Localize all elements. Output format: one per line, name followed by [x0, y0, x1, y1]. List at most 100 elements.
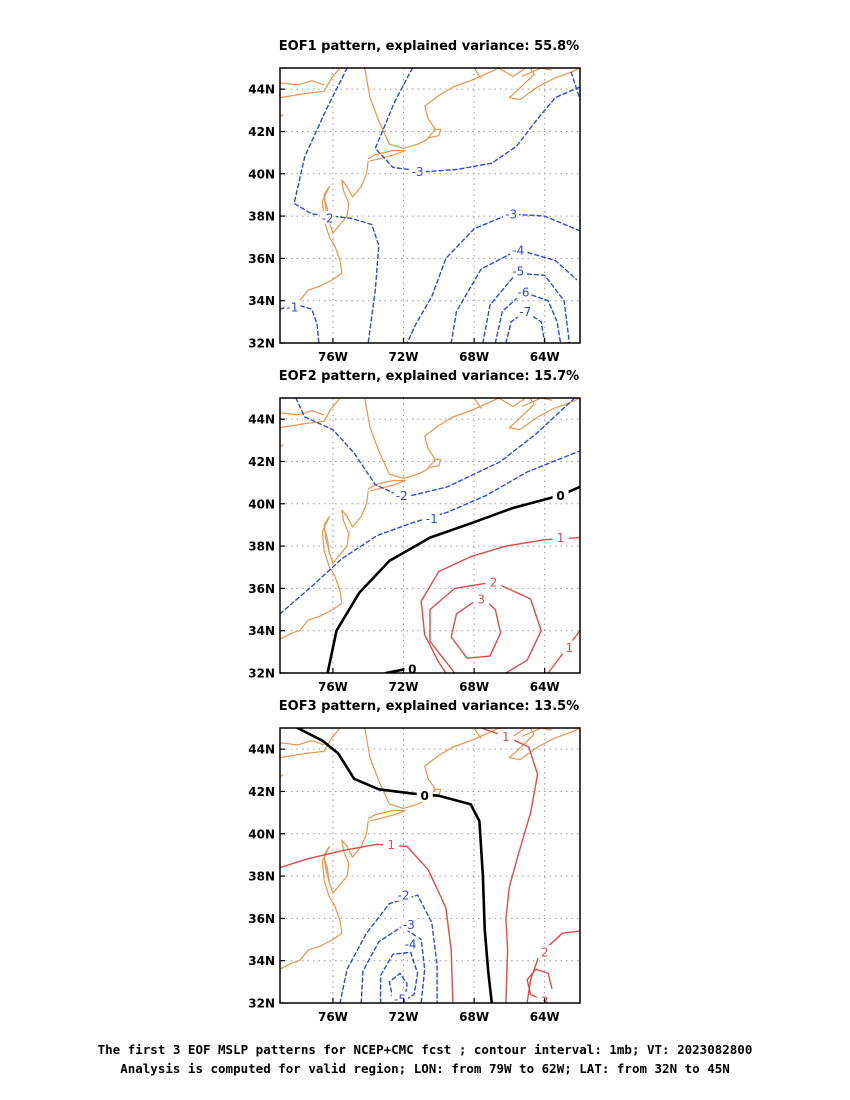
contour-line	[280, 450, 580, 615]
eof3-panel: EOF3 pattern, explained variance: 13.5% …	[248, 699, 581, 1024]
contour-label-bg	[392, 991, 408, 1003]
contour-label-bg	[536, 945, 553, 959]
y-tick-label: 40N	[248, 497, 275, 511]
map-frame	[279, 727, 581, 1004]
contour-line	[280, 843, 454, 1003]
contour-label-bg	[402, 936, 419, 950]
contour-line	[547, 630, 580, 673]
coastline	[280, 398, 341, 429]
contour-label-bg	[319, 211, 336, 225]
coastline	[428, 128, 442, 139]
contour-line	[379, 951, 419, 1003]
contour-label-bg	[497, 729, 514, 743]
contour-label-bg	[409, 164, 426, 178]
contour-label-bg	[393, 488, 410, 502]
coastline	[498, 68, 580, 101]
contour-line	[420, 536, 580, 673]
contour-label: 2	[541, 946, 549, 960]
y-tick-label: 38N	[248, 540, 275, 554]
y-tick-label: 42N	[248, 125, 275, 139]
contour-line	[406, 213, 580, 343]
contour-label: -7	[519, 305, 531, 319]
coastline	[280, 68, 341, 99]
y-tick-label: 34N	[248, 294, 275, 308]
y-tick-label: 38N	[248, 870, 275, 884]
x-tick-label: 72W	[389, 1010, 419, 1024]
coastline	[364, 68, 500, 149]
y-tick-label: 32N	[248, 337, 275, 351]
contour-label: -6	[518, 286, 530, 300]
contour-label-bg	[515, 285, 532, 299]
contour-line	[388, 972, 408, 1000]
x-tick-label: 72W	[389, 350, 419, 364]
x-tick-label: 68W	[459, 1010, 489, 1024]
coastline	[473, 398, 482, 409]
y-tick-label: 42N	[248, 785, 275, 799]
contour-label: 3	[477, 592, 485, 606]
contour-label-bg	[284, 300, 301, 314]
contour-label-bg	[552, 530, 569, 544]
contour-label: -2	[396, 489, 408, 503]
contour-label: 1	[566, 641, 574, 655]
contour-label: 1	[387, 838, 395, 852]
map-area: 011-2-3-4-523	[280, 728, 580, 1006]
contour-label: 1	[557, 531, 565, 545]
contour-label: -4	[405, 937, 417, 951]
coastline	[367, 809, 406, 822]
coastline	[280, 821, 369, 970]
caption-line-2: Analysis is computed for valid region; L…	[120, 1061, 730, 1076]
contour-label: 0	[408, 662, 416, 676]
coastline	[323, 856, 330, 885]
y-tick-label: 38N	[248, 210, 275, 224]
coastline	[521, 68, 552, 78]
y-tick-label: 36N	[248, 912, 275, 926]
contour-label-bg	[503, 206, 520, 220]
coastline	[498, 728, 580, 761]
coastline	[428, 788, 442, 799]
y-tick-label: 40N	[248, 167, 275, 181]
contour-line	[526, 968, 553, 1002]
contour-label: 0	[421, 789, 429, 803]
contour-label: -2	[322, 212, 334, 226]
y-tick-label: 44N	[248, 743, 275, 757]
contour-label: -3	[505, 207, 517, 221]
coastline	[367, 479, 406, 492]
contour-label-bg	[473, 591, 490, 605]
contour-label-bg	[510, 264, 527, 278]
contour-label: -5	[394, 992, 406, 1006]
contour-label: -3	[412, 165, 424, 179]
contour-line	[494, 291, 562, 343]
coastline	[280, 728, 341, 759]
coastline	[367, 149, 406, 162]
coastline	[498, 398, 580, 431]
coastline	[473, 68, 482, 79]
coastline	[521, 398, 552, 408]
contour-label-bg	[416, 788, 433, 802]
contour-line	[526, 930, 580, 1003]
contour-label-bg	[423, 511, 440, 525]
contour-label-bg	[485, 575, 502, 589]
contour-label: 0	[556, 489, 564, 503]
caption-line-1: The first 3 EOF MSLP patterns for NCEP+C…	[97, 1042, 753, 1057]
x-tick-label: 72W	[389, 680, 419, 694]
map-area: -1 -2 -3 -3 -4 -5 -6 -7	[280, 68, 580, 343]
y-tick-label: 32N	[248, 997, 275, 1011]
eof3-title: EOF3 pattern, explained variance: 13.5%	[279, 699, 579, 714]
contour-line	[295, 398, 576, 499]
y-tick-label: 34N	[248, 954, 275, 968]
contour-label-bg	[395, 888, 412, 902]
y-tick-label: 34N	[248, 624, 275, 638]
coastline	[473, 728, 482, 739]
contour-label-bg	[561, 640, 578, 654]
contour-line	[480, 728, 539, 1003]
x-tick-label: 68W	[459, 680, 489, 694]
y-tick-label: 44N	[248, 83, 275, 97]
x-tick-label: 64W	[530, 350, 560, 364]
x-tick-label: 76W	[318, 1010, 348, 1024]
coastline	[428, 458, 442, 469]
y-tick-label: 32N	[248, 667, 275, 681]
contour-line	[374, 68, 580, 173]
x-tick-label: 76W	[318, 680, 348, 694]
contour-line	[326, 485, 580, 673]
x-tick-label: 64W	[530, 1010, 560, 1024]
